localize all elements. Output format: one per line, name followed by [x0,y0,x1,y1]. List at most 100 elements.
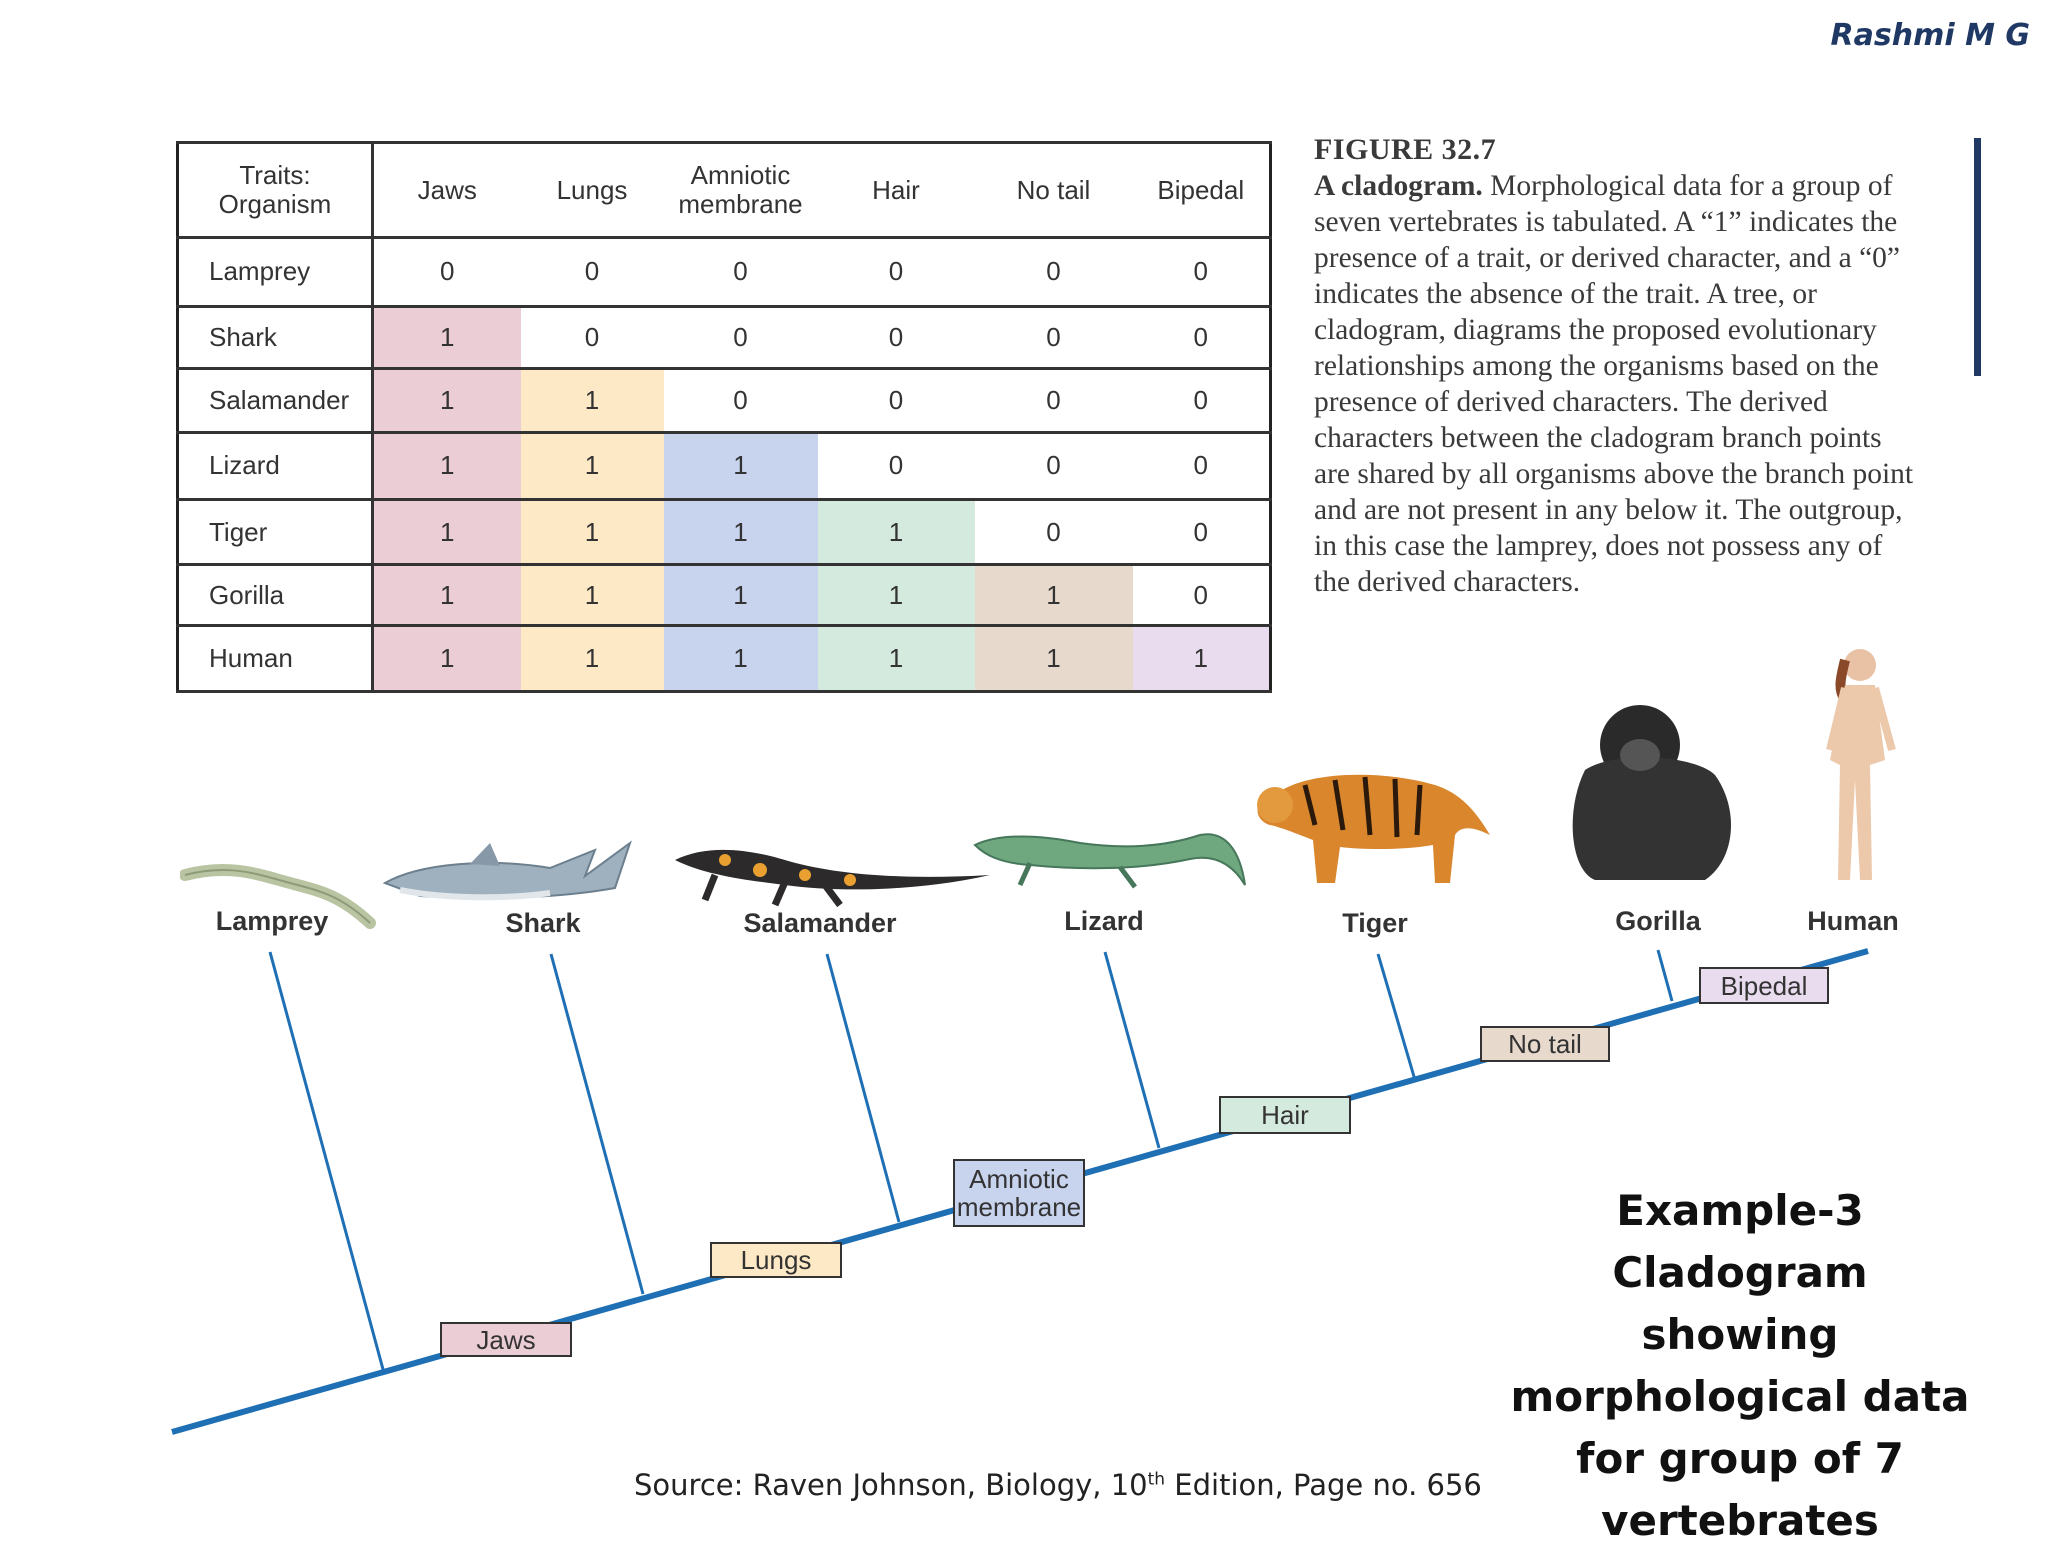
organism-label-tiger: Tiger [1342,908,1408,938]
trait-box-lungs: Lungs [710,1242,842,1278]
trait-value-cell: 0 [520,304,664,371]
trait-value-cell: 1 [817,562,975,628]
trait-value-cell: 1 [1132,624,1271,693]
trait-value-cell: 1 [663,498,818,566]
example-line: morphological data [1510,1372,1970,1421]
trait-value-cell: 0 [372,236,521,308]
trait-value-cell: 0 [974,304,1133,371]
trait-value-cell: 1 [372,498,521,566]
trait-value-cell: 1 [974,562,1133,628]
figure-number: FIGURE 32.7 [1314,133,1497,166]
shark-illustration [382,840,632,901]
salamander-illustration [675,849,990,908]
caption-lead: A cladogram. [1314,170,1483,202]
source-sup: th [1147,1469,1166,1490]
trait-header: No tail [974,141,1133,239]
example-line: Example-3 [1616,1186,1864,1235]
organism-label-lizard: Lizard [1064,906,1144,936]
table-row: Tiger 1 1 1 1 0 0 [177,498,1271,566]
branch-lizard [1103,951,1161,1149]
branch-salamander [825,953,901,1223]
organism-label-human: Human [1807,906,1899,936]
trait-value-cell: 1 [372,624,521,693]
trait-box-bipedal: Bipedal [1699,967,1829,1004]
table-row: Salamander 1 1 0 0 0 0 [177,367,1271,434]
example-title: Example-3 Cladogram showing morphologica… [1510,1180,1970,1552]
human-illustration [1826,649,1896,880]
trait-header: Amniotic membrane [663,141,818,239]
figure-caption: FIGURE 32.7 A cladogram. Morphological d… [1314,132,1914,600]
organism-label-gorilla: Gorilla [1615,906,1701,936]
trait-value-cell: 0 [663,236,818,308]
trait-value-cell: 1 [663,562,818,628]
table-row: Lizard 1 1 1 0 0 0 [177,430,1271,502]
trait-value-cell: 0 [1132,367,1271,434]
trait-value-cell: 1 [372,562,521,628]
trait-value-cell: 0 [817,430,975,502]
trait-value-cell: 1 [817,624,975,693]
trait-value-cell: 0 [663,367,818,434]
organism-header: Traits: Organism [177,141,374,239]
trait-value-cell: 1 [520,430,664,502]
organism-cell: Lizard [177,430,374,502]
trait-value-cell: 1 [974,624,1133,693]
trait-value-cell: 0 [817,304,975,371]
trait-box-hair: Hair [1219,1096,1351,1134]
table-row: Shark 1 0 0 0 0 0 [177,304,1271,371]
source-suffix: Edition, Page no. 656 [1165,1468,1482,1502]
organism-cell: Human [177,624,374,693]
trait-value-cell: 1 [520,562,664,628]
branch-tiger [1376,953,1417,1081]
trait-value-cell: 1 [817,498,975,566]
organism-cell: Lamprey [177,236,374,308]
trait-box-amniotic-membrane: Amniotic membrane [953,1159,1085,1227]
trait-value-cell: 0 [974,367,1133,434]
trait-value-cell: 0 [1132,562,1271,628]
trait-value-cell: 1 [372,430,521,502]
trait-header: Jaws [372,141,521,239]
trait-value-cell: 0 [1132,498,1271,566]
trait-value-cell: 1 [663,430,818,502]
table-row: Human 1 1 1 1 1 1 [177,624,1271,693]
trait-value-cell: 1 [372,304,521,371]
author-name: Rashmi M G [1830,18,2030,53]
source-citation: Source: Raven Johnson, Biology, 10th Edi… [634,1468,1482,1502]
example-line: for group of 7 [1576,1434,1904,1483]
branch-gorilla [1656,949,1674,1002]
trait-value-cell: 1 [520,624,664,693]
organism-label-salamander: Salamander [743,908,897,938]
organism-label-lamprey: Lamprey [215,906,329,936]
trait-value-cell: 1 [520,367,664,434]
example-line: Cladogram showing [1612,1248,1868,1359]
trait-box-no-tail: No tail [1480,1026,1610,1062]
lizard-illustration [973,833,1246,889]
caption-text: Morphological data for a group of seven … [1314,170,1914,598]
trait-value-cell: 0 [1132,236,1271,308]
organism-label-shark: Shark [505,908,581,938]
trait-value-cell: 0 [1132,304,1271,371]
trait-header: Bipedal [1132,141,1271,239]
source-prefix: Source: Raven Johnson, Biology, 10 [634,1468,1148,1502]
trait-value-cell: 0 [974,430,1133,502]
trait-value-cell: 1 [663,624,818,693]
trait-table: Traits: Organism Jaws Lungs Amniotic mem… [176,141,1272,693]
lamprey-illustration [180,863,376,929]
trait-value-cell: 1 [520,498,664,566]
table-row: Lamprey 0 0 0 0 0 0 [177,236,1271,308]
organism-cell: Shark [177,304,374,371]
trait-header: Lungs [520,141,664,239]
trait-header: Hair [817,141,975,239]
branch-shark [549,953,645,1295]
organism-cell: Salamander [177,367,374,434]
table-row: Gorilla 1 1 1 1 1 0 [177,562,1271,628]
trait-box-jaws: Jaws [440,1322,572,1357]
trait-value-cell: 0 [1132,430,1271,502]
table-header-row: Traits: Organism Jaws Lungs Amniotic mem… [177,141,1271,239]
trait-value-cell: 0 [974,236,1133,308]
trait-value-cell: 0 [520,236,664,308]
trait-value-cell: 1 [372,367,521,434]
trait-value-cell: 0 [663,304,818,371]
accent-bar [1974,138,1981,376]
trait-value-cell: 0 [817,236,975,308]
trait-value-cell: 0 [817,367,975,434]
